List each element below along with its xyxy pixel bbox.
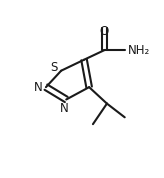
Text: NH₂: NH₂	[128, 44, 150, 57]
Text: S: S	[51, 61, 58, 74]
Text: N: N	[34, 81, 43, 94]
Text: N: N	[60, 101, 69, 114]
Text: O: O	[100, 25, 109, 38]
